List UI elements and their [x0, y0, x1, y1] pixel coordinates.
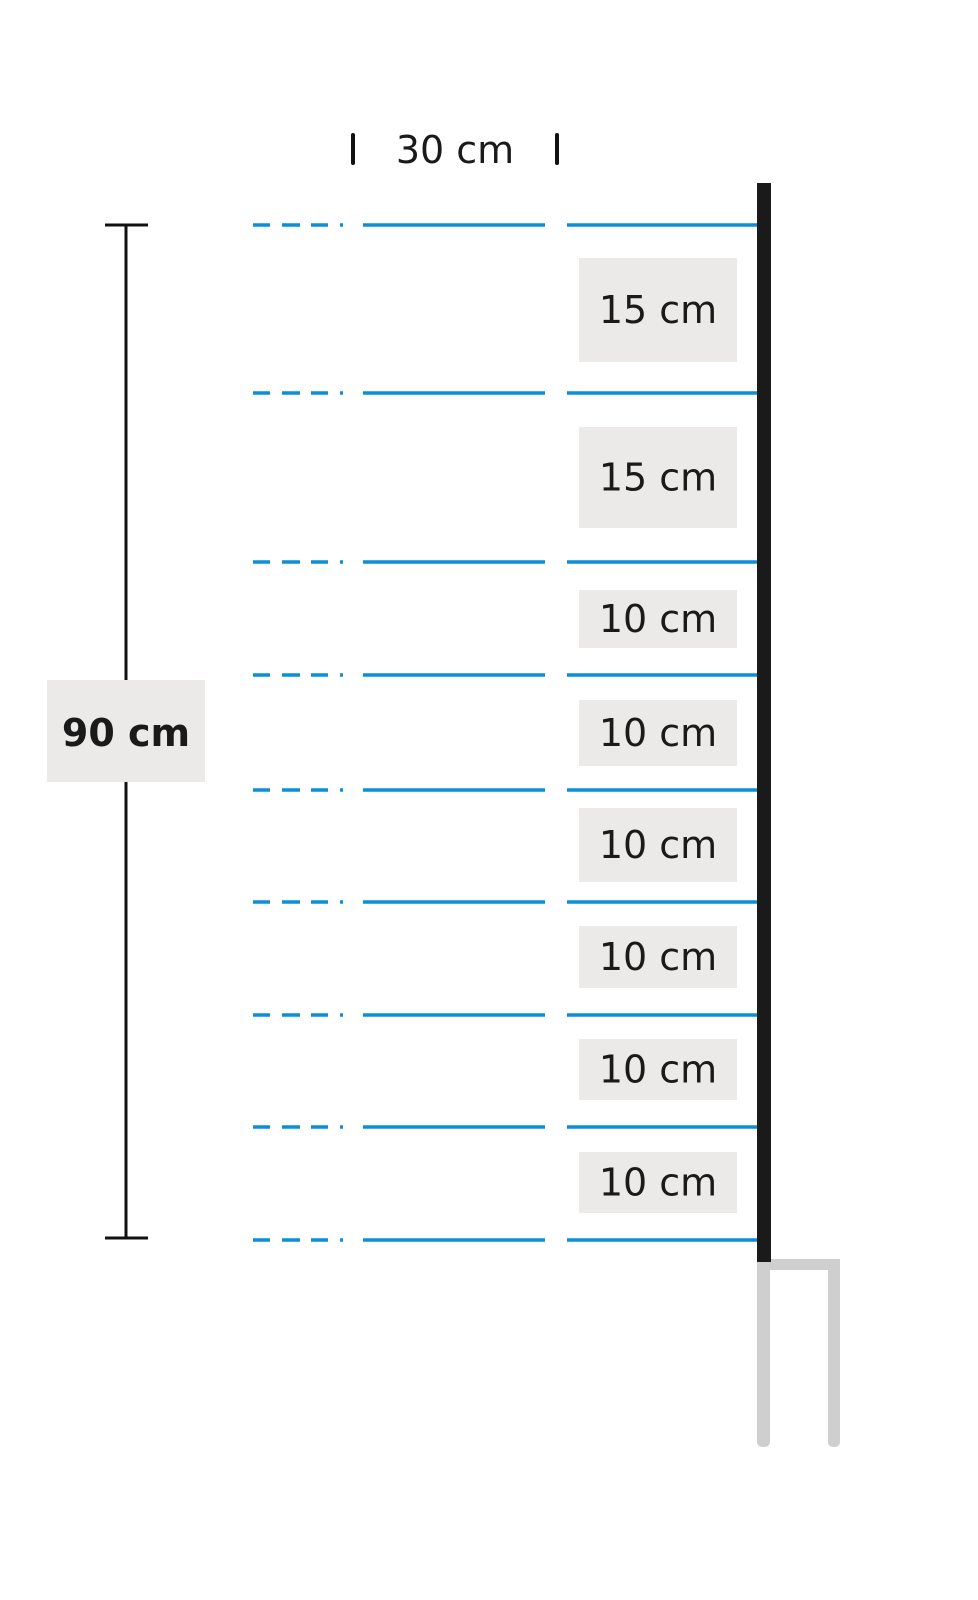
gap-label: 15 cm [579, 258, 737, 362]
post-leg-crossbar [757, 1259, 840, 1270]
gap-label-text: 15 cm [599, 288, 717, 332]
total-height-label: 90 cm [62, 711, 190, 755]
gap-label: 15 cm [579, 427, 737, 528]
gap-label-text: 10 cm [599, 935, 717, 979]
gap-label-text: 10 cm [599, 597, 717, 641]
gap-label: 10 cm [579, 700, 737, 766]
gap-label: 10 cm [579, 808, 737, 882]
horizontal-dimension: 30 cm [351, 128, 559, 172]
gap-label-text: 10 cm [599, 711, 717, 755]
horizontal-dimension-label: 30 cm [396, 128, 514, 172]
gap-label-box [579, 1039, 737, 1100]
gap-label: 10 cm [579, 926, 737, 988]
post-leg-right [828, 1259, 840, 1447]
gap-label-text: 10 cm [599, 1048, 717, 1092]
gap-label: 10 cm [579, 590, 737, 648]
wire-gap-labels: 15 cm 15 cm 10 cm 10 cm 10 cm 10 cm 10 cm 10 cm [579, 258, 737, 1213]
gap-label-box [579, 258, 737, 362]
gap-label-box [579, 808, 737, 882]
total-height-dimension: 90 cm [47, 223, 205, 1240]
gap-label-box [579, 590, 737, 648]
gap-label-text: 10 cm [599, 1161, 717, 1205]
gap-label-box [579, 926, 737, 988]
gap-label-box [579, 700, 737, 766]
fence-post [757, 183, 840, 1447]
gap-label-box [579, 1152, 737, 1213]
wires [253, 223, 760, 1242]
post-leg-left [757, 1260, 770, 1447]
gap-label-box [579, 427, 737, 528]
gap-label: 10 cm [579, 1039, 737, 1100]
gap-label: 10 cm [579, 1152, 737, 1213]
total-height-label-box [47, 680, 205, 782]
gap-label-text: 15 cm [599, 456, 717, 500]
post-shaft [757, 183, 771, 1262]
gap-label-text: 10 cm [599, 823, 717, 867]
